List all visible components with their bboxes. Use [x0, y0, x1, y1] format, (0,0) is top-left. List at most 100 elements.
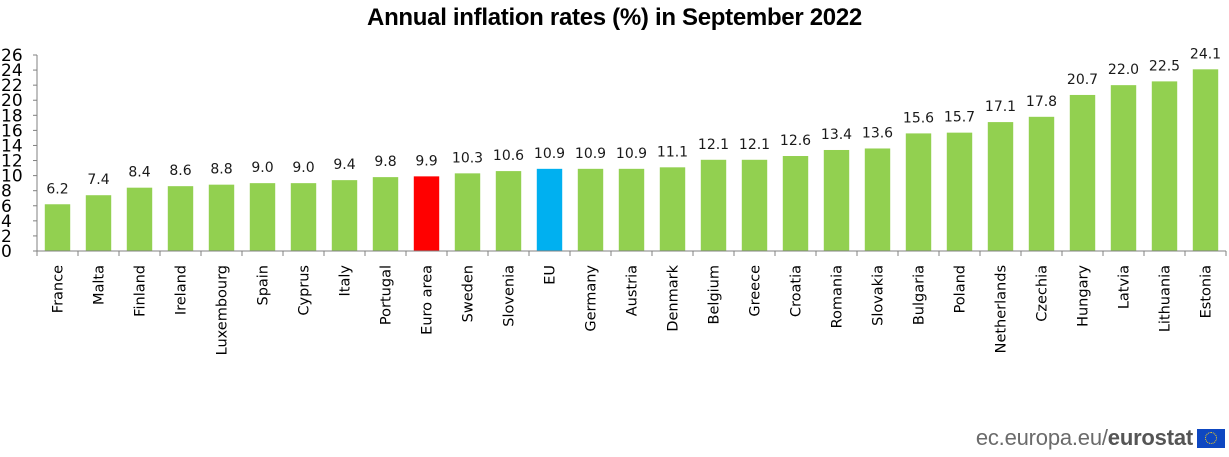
bar-greece [741, 159, 768, 251]
value-label: 9.8 [374, 154, 396, 170]
category-label: Spain [256, 265, 272, 306]
category-label: EU [543, 265, 559, 285]
value-label: 13.6 [862, 125, 893, 141]
eurostat-link[interactable]: ec.europa.eu/eurostat [976, 425, 1193, 451]
category-label: Germany [584, 265, 600, 332]
value-label: 24.1 [1190, 46, 1221, 62]
category-label: Finland [133, 265, 149, 317]
category-label: Croatia [789, 265, 805, 317]
footer-site: ec.europa.eu/ [975, 425, 1108, 450]
bar-luxembourg [208, 184, 235, 251]
value-label: 20.7 [1067, 72, 1098, 88]
bar-latvia [1110, 85, 1137, 252]
category-label: Poland [953, 265, 969, 313]
category-label: Austria [625, 265, 641, 316]
category-label: Latvia [1117, 265, 1133, 309]
category-label: Hungary [1076, 265, 1092, 327]
bar-malta [85, 195, 112, 251]
y-tick-label: 10 [1, 167, 23, 187]
bar-spain [249, 183, 276, 251]
category-label: France [51, 265, 67, 313]
y-tick-label: 26 [1, 46, 23, 66]
category-label: Estonia [1199, 265, 1215, 318]
category-label: Lithuania [1158, 265, 1174, 332]
category-label: Euro area [420, 265, 436, 335]
value-label: 15.6 [903, 110, 934, 126]
bar-czechia [1028, 116, 1055, 251]
value-label: 8.4 [128, 165, 150, 181]
y-tick-label: 16 [1, 121, 23, 141]
value-label: 15.7 [944, 110, 975, 126]
value-label: 9.0 [251, 160, 273, 176]
bar-eu [536, 168, 563, 251]
category-label: Slovakia [871, 265, 887, 326]
bars: 6.2 7.4 8.4 8.6 8.8 9.0 9.0 9.4 9.8 9.9 10.3 10.6 10… [44, 46, 1221, 252]
category-label: Italy [338, 265, 354, 297]
bar-portugal [372, 177, 399, 251]
category-label: Slovenia [502, 265, 518, 327]
footer-brand: eurostat [1107, 425, 1193, 450]
category-label: Portugal [379, 265, 395, 325]
value-label: 10.9 [575, 146, 606, 162]
value-label: 10.3 [452, 150, 483, 166]
category-label: Greece [748, 265, 764, 317]
value-label: 12.6 [780, 133, 811, 149]
value-label: 9.4 [333, 157, 355, 173]
eurostat-footer: ec.europa.eu/eurostat [976, 425, 1225, 451]
bar-cyprus [290, 183, 317, 251]
value-label: 7.4 [87, 172, 109, 188]
bar-germany [577, 168, 604, 251]
value-label: 8.8 [210, 162, 232, 178]
value-label: 9.0 [292, 160, 314, 176]
x-axis: France Malta Finland Ireland Luxembourg Spain… [36, 250, 1227, 355]
y-tick-label: 2 [1, 227, 12, 247]
bar-estonia [1192, 69, 1219, 251]
y-tick-label: 12 [1, 152, 23, 172]
bar-belgium [700, 159, 727, 251]
bar-austria [618, 168, 645, 251]
bar-poland [946, 132, 973, 251]
bar-hungary [1069, 94, 1096, 251]
bar-romania [823, 149, 850, 251]
category-label: Czechia [1035, 265, 1051, 322]
y-tick-label: 18 [1, 106, 23, 126]
y-tick-label: 0 [1, 242, 12, 262]
value-label: 10.6 [493, 148, 524, 164]
value-label: 17.8 [1026, 94, 1057, 110]
bar-slovakia [864, 148, 891, 251]
bar-sweden [454, 173, 481, 251]
bar-slovenia [495, 171, 522, 251]
y-tick-label: 22 [1, 76, 23, 96]
y-tick-label: 4 [1, 212, 12, 232]
category-label: Bulgaria [912, 265, 928, 325]
y-tick-label: 14 [1, 136, 23, 156]
value-label: 9.9 [415, 153, 437, 169]
category-label: Malta [92, 265, 108, 305]
y-tick-label: 8 [1, 182, 12, 202]
value-label: 22.0 [1108, 62, 1139, 78]
y-tick-label: 24 [1, 61, 23, 81]
bar-euro-area [413, 176, 440, 251]
value-label: 8.6 [169, 163, 191, 179]
bar-ireland [167, 186, 194, 251]
category-label: Cyprus [297, 265, 313, 316]
category-label: Romania [830, 265, 846, 328]
category-label: Belgium [707, 265, 723, 324]
value-label: 17.1 [985, 99, 1016, 115]
value-label: 10.9 [616, 146, 647, 162]
value-label: 6.2 [46, 181, 68, 197]
eu-flag-icon [1197, 428, 1225, 448]
bar-denmark [659, 167, 686, 251]
value-label: 12.1 [698, 137, 729, 153]
value-label: 13.4 [821, 127, 852, 143]
bar-croatia [782, 156, 809, 251]
category-label: Denmark [666, 264, 682, 331]
chart-title: Annual inflation rates (%) in September … [367, 4, 862, 31]
bar-finland [126, 187, 153, 251]
category-label: Sweden [461, 265, 477, 322]
bar-lithuania [1151, 81, 1178, 251]
y-tick-label: 6 [1, 197, 12, 217]
value-label: 12.1 [739, 137, 770, 153]
y-tick-label: 20 [1, 91, 23, 111]
